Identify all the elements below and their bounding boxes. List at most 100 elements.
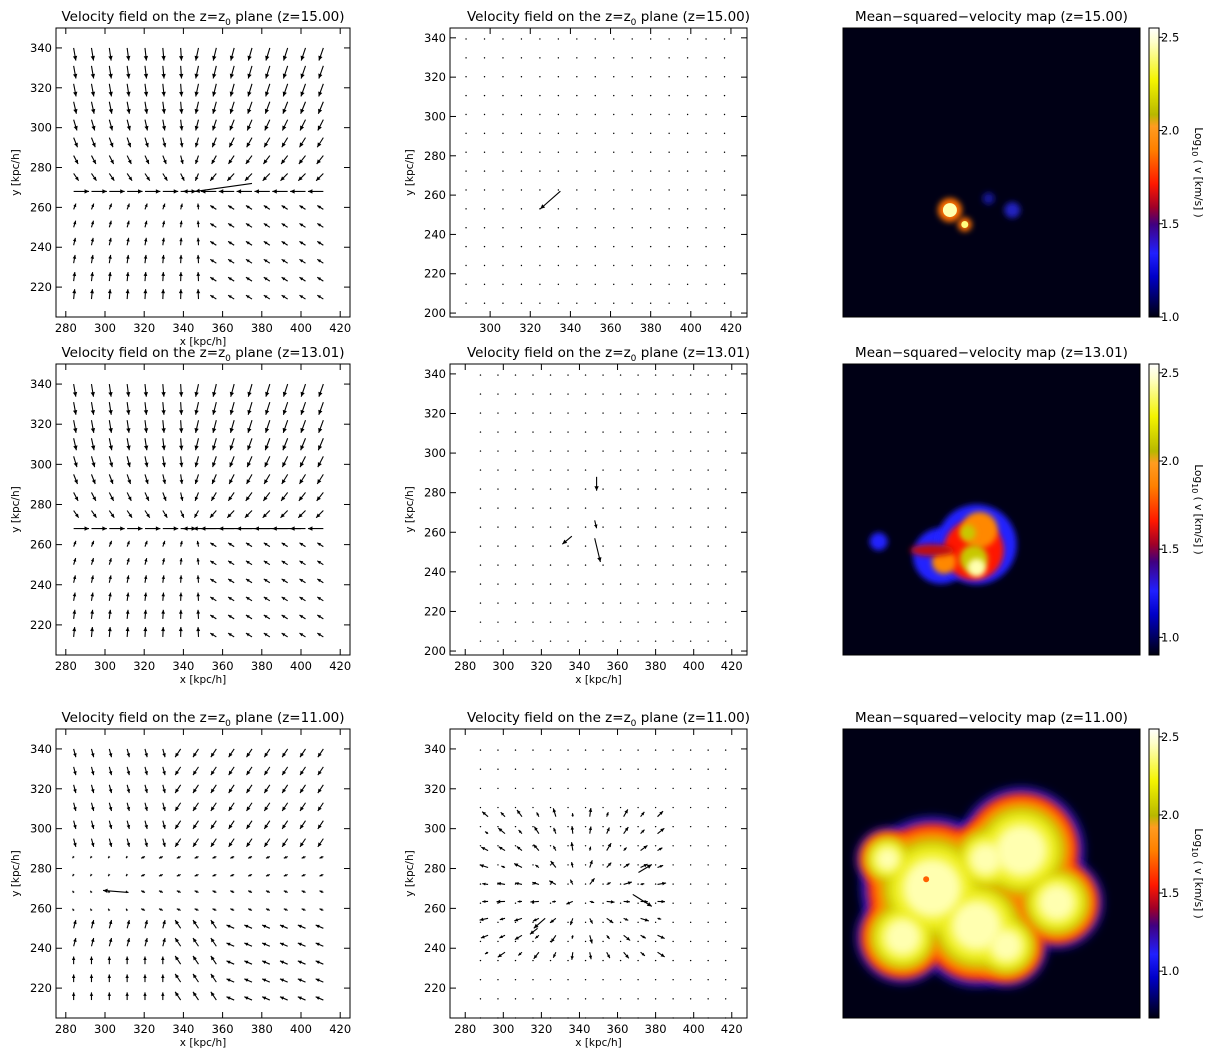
arrow-head <box>128 176 133 181</box>
arrow-head <box>161 272 166 277</box>
arrow-head <box>212 462 217 468</box>
vector-dot <box>567 374 569 376</box>
vector-dot <box>514 583 517 585</box>
vector-dot <box>483 113 486 116</box>
vector-dot <box>723 170 726 172</box>
vector-dot <box>649 245 652 248</box>
svg-text:Velocity field on the z=z0 pla: Velocity field on the z=z0 plane (z=15.0… <box>467 9 750 28</box>
plot-axes: 280 300 320 340 360 380 400 4202002202402602803… <box>404 363 748 686</box>
arrow-head <box>108 91 113 97</box>
vector-dot <box>549 902 552 904</box>
vector-dot <box>576 94 578 97</box>
arrow-head <box>126 873 129 877</box>
y-tick-label: 320 <box>424 782 446 796</box>
vector-dot <box>602 374 604 376</box>
vector-dot <box>707 940 709 943</box>
arrow-head <box>658 917 662 920</box>
arrow-head <box>73 203 77 208</box>
arrow-head <box>535 935 539 939</box>
vector-dot <box>724 374 727 376</box>
vector-dot <box>465 302 467 304</box>
x-tick-label: 420 <box>329 321 351 335</box>
arrow-head <box>108 55 113 61</box>
vector-dot <box>539 283 541 286</box>
arrow-head <box>297 924 302 929</box>
arrow-head <box>210 596 215 601</box>
vector-dot <box>668 227 670 229</box>
arrow-head <box>175 806 180 811</box>
arrow-head <box>162 479 167 484</box>
vector-dot <box>689 921 692 924</box>
arrow-head <box>533 918 537 922</box>
x-tick-label: 420 <box>720 321 742 335</box>
arrow-head <box>482 811 486 816</box>
arrow-head <box>300 108 305 114</box>
arrow-head <box>161 627 166 632</box>
arrow-head <box>623 847 627 851</box>
vector-dot <box>549 526 552 528</box>
vector-dot <box>672 883 674 885</box>
arrow-head <box>195 159 199 164</box>
arrow-head <box>127 142 132 148</box>
vector-dot <box>549 749 552 751</box>
arrow-head <box>281 223 286 227</box>
vector-dot <box>584 545 587 547</box>
vector-dot <box>707 979 709 981</box>
arrow-head <box>282 108 287 114</box>
vector-dot <box>686 245 689 248</box>
vector-dot <box>637 787 639 790</box>
vector-dot <box>637 526 639 528</box>
arrow-head <box>318 108 323 114</box>
vector-dot <box>631 94 633 97</box>
arrow-head <box>298 176 303 181</box>
x-tick-label: 280 <box>55 321 77 335</box>
arrow-head <box>317 560 322 565</box>
arrow-head <box>497 881 502 886</box>
heatmap-blob <box>942 203 957 218</box>
arrow-head <box>318 409 323 415</box>
vector-dot <box>686 113 689 116</box>
arrow-head <box>90 91 96 97</box>
vector-dot <box>497 864 499 866</box>
vector-dot <box>602 806 604 809</box>
arrow-head <box>90 428 96 433</box>
arrow-head <box>210 205 215 209</box>
svg-text:Velocity field on the z=z0 pla: Velocity field on the z=z0 plane (z=13.0… <box>467 345 750 364</box>
arrow-head <box>245 159 250 164</box>
vector-dot <box>479 959 482 962</box>
vector-dot <box>602 507 604 509</box>
vector-dot <box>637 940 639 943</box>
vector-dot <box>497 768 499 770</box>
arrow-head <box>228 560 232 565</box>
arrow-head <box>210 788 215 794</box>
arrow-head <box>126 842 131 847</box>
arrow-head <box>606 954 610 959</box>
arrow-head <box>179 220 183 225</box>
arrow-head <box>245 223 250 227</box>
vector-dot <box>483 208 486 210</box>
arrow-head <box>194 108 199 114</box>
arrow-head <box>162 842 166 847</box>
vector-dot <box>707 564 709 566</box>
arrow-head <box>496 899 501 904</box>
vector-dot <box>549 583 552 585</box>
arrow-head <box>108 753 113 758</box>
vector-dot <box>584 940 587 943</box>
arrow-head <box>264 824 269 829</box>
y-tick-label: 300 <box>30 822 52 836</box>
vector-dot <box>707 488 709 490</box>
x-tick-label: 340 <box>172 321 194 335</box>
vector-dot <box>619 749 622 751</box>
vector-dot <box>532 787 534 790</box>
arrow-head <box>228 842 233 847</box>
vector-dot <box>654 564 657 566</box>
y-tick-label: 240 <box>424 227 446 241</box>
y-tick-label: 260 <box>424 525 446 539</box>
colorbar-label: Log10 ( v [km/s] ) <box>1190 127 1204 217</box>
arrow-head <box>138 189 143 194</box>
vector-dot <box>584 749 587 751</box>
arrow-head <box>90 254 95 259</box>
vector-dot <box>723 189 726 191</box>
arrow-head <box>227 176 232 181</box>
y-tick-label: 280 <box>424 149 446 163</box>
